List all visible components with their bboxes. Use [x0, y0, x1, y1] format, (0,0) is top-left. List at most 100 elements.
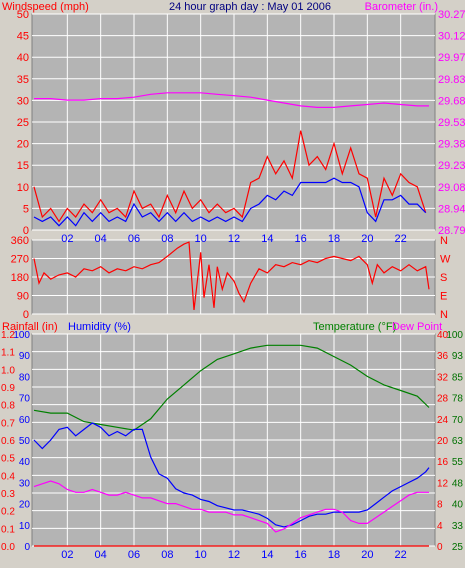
barometer-tick-label: 29.53 [438, 117, 465, 129]
temperature-f-tick-label: 100 [446, 330, 463, 341]
temperature-c-tick-label: 36 [437, 351, 449, 362]
compass-tick-label: E [440, 291, 447, 303]
temperature-f-tick-label: 55 [452, 457, 464, 468]
barometer-tick-label: 30.12 [438, 31, 465, 43]
compass-tick-label: N [440, 235, 448, 247]
barometer-tick-label: 28.79 [438, 225, 465, 237]
x-tick-label: 10 [195, 549, 207, 561]
direction-tick-label: 90 [17, 291, 29, 303]
humidity-tick-label: 10 [19, 521, 31, 532]
rainfall-tick-label: 0.4 [1, 471, 15, 482]
x-tick-label: 22 [395, 549, 407, 561]
rainfall-tick-label: 0.5 [1, 454, 15, 465]
grid-lines [32, 13, 435, 547]
windspeed-tick-label: 25 [17, 117, 29, 129]
windspeed-tick-label: 0 [23, 225, 29, 237]
rainfall-tick-label: 0.8 [1, 401, 15, 412]
windspeed-tick-label: 10 [17, 182, 29, 194]
dewpoint-axis-title: Dew Point [392, 321, 442, 333]
humidity-tick-label: 20 [19, 500, 31, 511]
barometer-series-line [34, 92, 429, 109]
x-tick-label: 18 [328, 549, 340, 561]
temperature-f-tick-label: 93 [452, 351, 464, 362]
humidity-tick-label: 100 [13, 330, 30, 341]
temperature-f-tick-label: 40 [452, 500, 464, 511]
temperature-c-tick-label: 28 [437, 394, 449, 405]
x-tick-label: 20 [361, 233, 373, 245]
temperature-c-tick-label: 40 [437, 330, 449, 341]
x-tick-label: 02 [61, 233, 73, 245]
humidity-tick-label: 0 [24, 542, 30, 553]
rainfall-tick-label: 0.3 [1, 489, 15, 500]
temperature-series-line [33, 344, 430, 431]
barometer-axis-title: Barometer (in.) [365, 1, 438, 13]
x-tick-label: 16 [295, 549, 307, 561]
x-tick-label: 22 [395, 233, 407, 245]
windspeed-tick-label: 50 [17, 9, 29, 21]
windspeed-tick-label: 5 [23, 203, 29, 215]
humidity-axis-title: Humidity (%) [68, 321, 131, 333]
rainfall-tick-label: 0.1 [1, 524, 15, 535]
humidity-tick-label: 80 [19, 372, 31, 383]
barometer-tick-label: 29.83 [438, 74, 465, 86]
gust-series-line [33, 130, 427, 223]
humidity-tick-label: 30 [19, 478, 31, 489]
windspeed-tick-label: 40 [17, 52, 29, 64]
barometer-tick-label: 29.97 [438, 52, 465, 64]
temperature-c-tick-label: 16 [437, 457, 449, 468]
x-tick-label: 16 [295, 233, 307, 245]
rainfall-tick-label: 0.0 [1, 542, 15, 553]
rainfall-tick-label: 0.9 [1, 383, 15, 394]
temperature-f-tick-label: 25 [452, 542, 464, 553]
x-tick-label: 14 [261, 233, 273, 245]
temperature-f-tick-label: 63 [452, 436, 464, 447]
temperature-c-tick-label: 4 [437, 521, 443, 532]
windspeed-tick-label: 45 [17, 31, 29, 43]
barometer-tick-label: 29.38 [438, 139, 465, 151]
average-series-line [33, 177, 427, 227]
temperature-f-tick-label: 48 [452, 478, 464, 489]
humidity-tick-label: 90 [19, 351, 31, 362]
temperature-f-tick-label: 33 [452, 521, 464, 532]
x-tick-label: 06 [128, 233, 140, 245]
x-tick-label: 04 [95, 549, 107, 561]
humidity-tick-label: 60 [19, 415, 31, 426]
temperature-c-tick-label: 12 [437, 478, 449, 489]
rainfall-tick-label: 0.7 [1, 418, 15, 429]
x-tick-label: 06 [128, 549, 140, 561]
rainfall-tick-label: 1.1 [1, 348, 15, 359]
humidity-series-line [33, 422, 430, 528]
rainfall-axis-title: Rainfall (in) [2, 321, 58, 333]
x-tick-label: 10 [195, 233, 207, 245]
windspeed-tick-label: 30 [17, 95, 29, 107]
rainfall-tick-label: 0.2 [1, 507, 15, 518]
temperature-f-tick-label: 70 [452, 415, 464, 426]
x-tick-label: 04 [95, 233, 107, 245]
x-tick-label: 14 [261, 549, 273, 561]
temperature-c-tick-label: 20 [437, 436, 449, 447]
temperature-c-tick-label: 8 [437, 500, 443, 511]
direction-series-line [33, 241, 430, 310]
barometer-tick-label: 28.94 [438, 203, 465, 215]
x-tick-label: 08 [161, 549, 173, 561]
direction-tick-label: 270 [11, 254, 29, 266]
x-tick-label: 12 [228, 549, 240, 561]
humidity-tick-label: 40 [19, 457, 31, 468]
humidity-tick-label: 70 [19, 394, 31, 405]
barometer-tick-label: 29.23 [438, 160, 465, 172]
chart-title: 24 hour graph day : May 01 2006 [169, 1, 331, 13]
series-lines [33, 92, 430, 547]
rainfall-tick-label: 1.2 [1, 330, 15, 341]
direction-tick-label: 360 [11, 235, 29, 247]
x-tick-label: 12 [228, 233, 240, 245]
windspeed-tick-label: 20 [17, 139, 29, 151]
barometer-tick-label: 29.68 [438, 95, 465, 107]
barometer-tick-label: 29.08 [438, 182, 465, 194]
temperature-c-tick-label: 24 [437, 415, 449, 426]
dewpoint-series-line [33, 480, 429, 533]
windspeed-axis-title: Windspeed (mph) [2, 1, 89, 13]
humidity-tick-label: 50 [19, 436, 31, 447]
